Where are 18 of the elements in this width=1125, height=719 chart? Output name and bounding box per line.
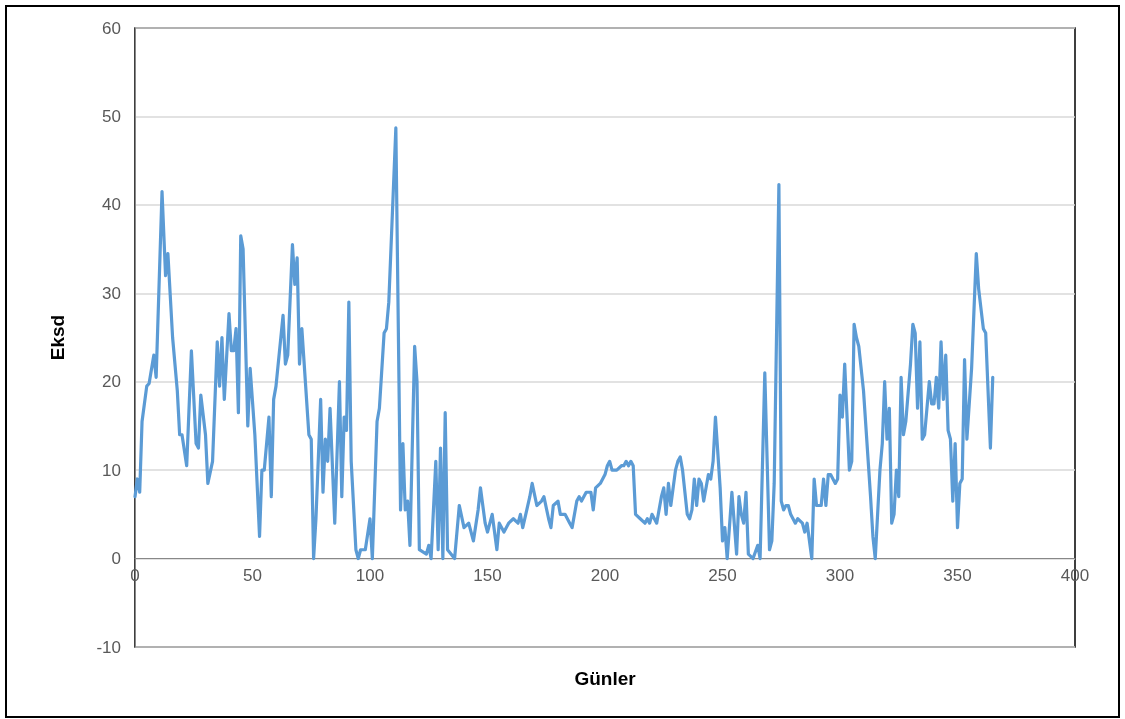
y-tick-label: 50 [102,106,121,126]
x-tick-label: 350 [943,565,972,585]
y-tick-label: 30 [102,283,121,303]
y-tick-label: 20 [102,372,121,392]
x-tick-label: 150 [473,565,502,585]
line-series [133,126,995,561]
y-tick-label: 60 [102,18,121,38]
y-tick-label: 10 [102,460,121,480]
x-tick-label: 50 [243,565,262,585]
x-tick-label: 200 [590,565,620,585]
y-tick-label: 0 [111,549,121,569]
y-tick-label: -10 [96,637,121,657]
x-axis-title: Günler [574,667,637,689]
x-tick-label: 250 [708,565,737,585]
y-tick-label: 40 [102,195,121,215]
x-tick-label: 300 [825,565,855,585]
y-axis-title: Eksd [47,314,68,361]
x-tick-label: 100 [355,565,385,585]
